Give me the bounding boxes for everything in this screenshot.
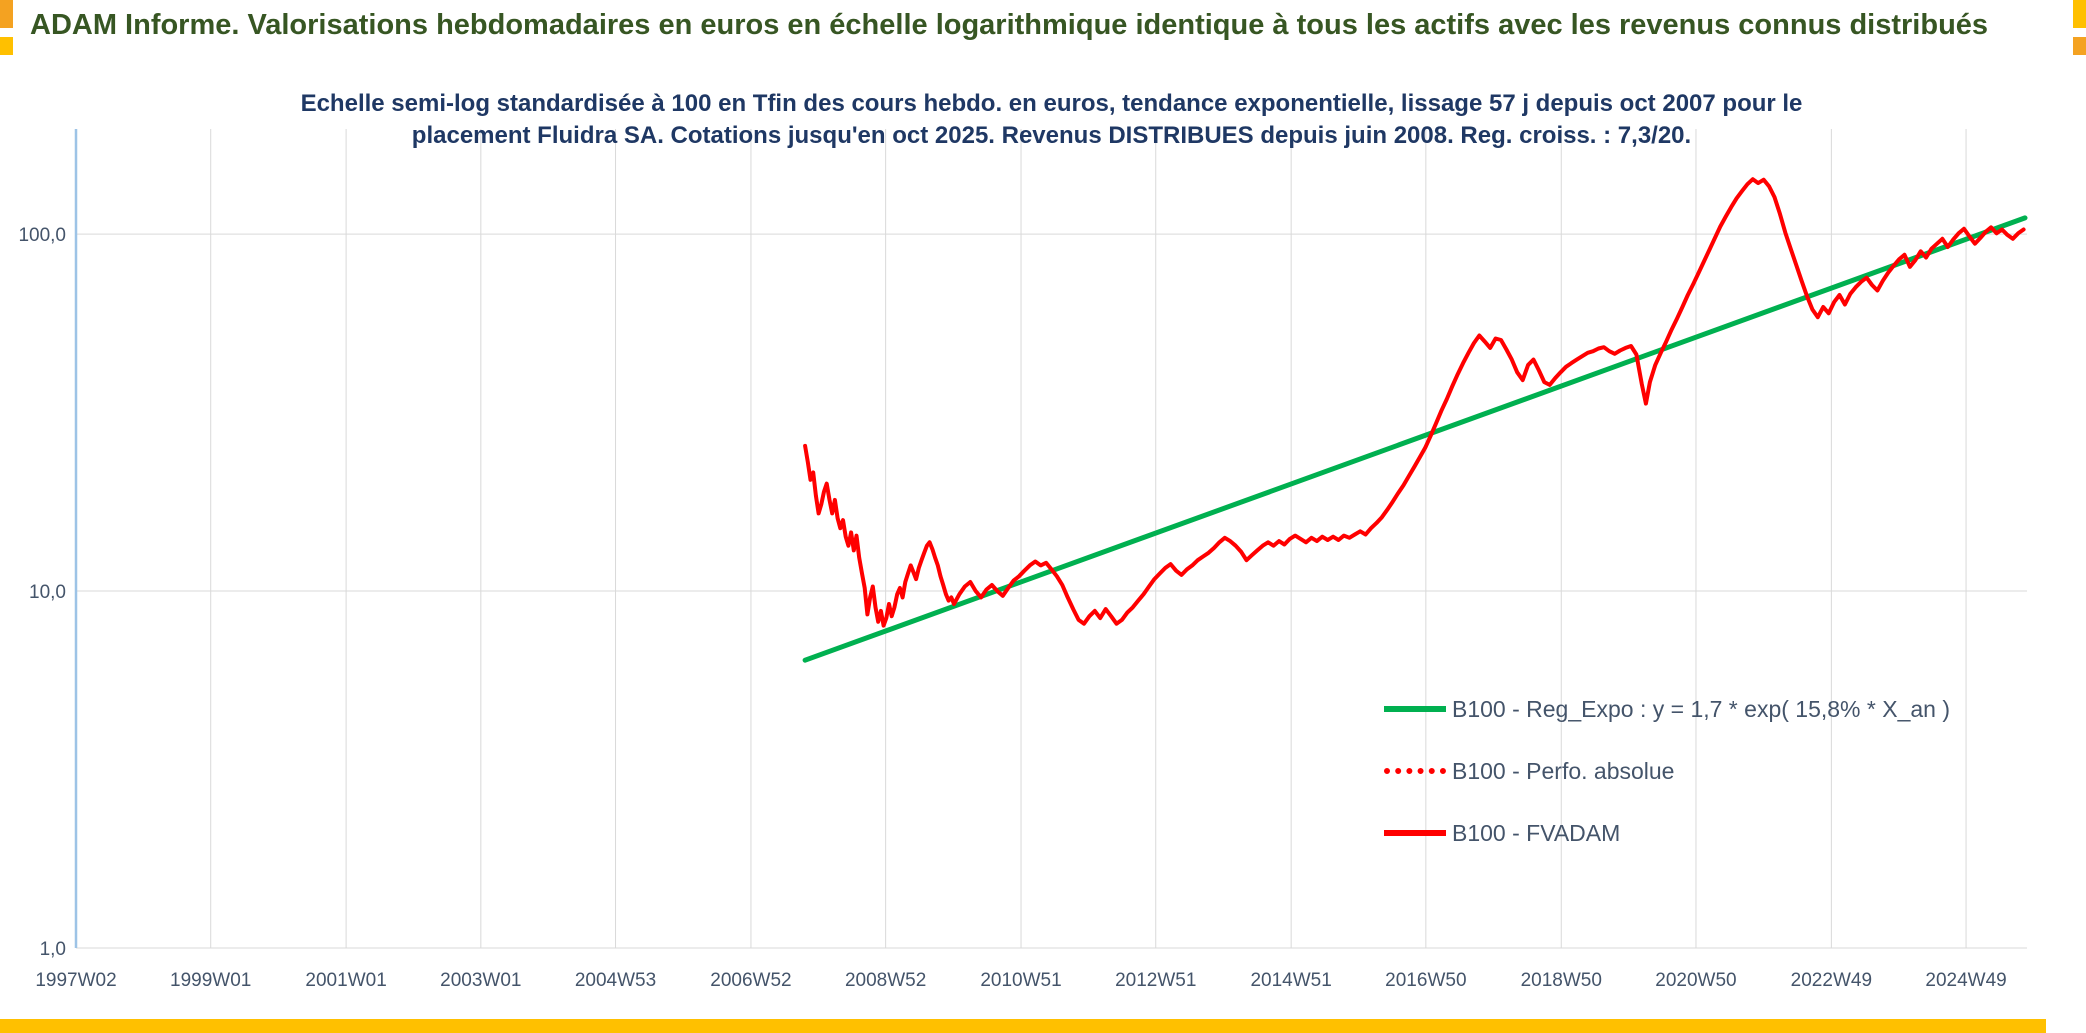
x-tick-label: 2018W50 (1521, 970, 1602, 991)
x-tick-label: 2024W49 (1925, 970, 2006, 991)
legend-label-fvadam: B100 - FVADAM (1452, 819, 1621, 846)
x-tick-label: 2006W52 (710, 970, 791, 991)
legend-item-regression: B100 - Reg_Expo : y = 1,7 * exp( 15,8% *… (1384, 678, 1950, 740)
x-tick-label: 2012W51 (1115, 970, 1196, 991)
x-tick-label: 2001W01 (305, 970, 386, 991)
legend-item-fvadam: B100 - FVADAM (1384, 802, 1950, 864)
top-right-orange-accent (2073, 37, 2086, 55)
legend-swatch-perfo-dotted-line (1384, 768, 1446, 774)
legend-swatch-regression-line (1384, 706, 1446, 712)
y-tick-label: 1,0 (40, 939, 66, 960)
legend-item-perfo-absolue: B100 - Perfo. absolue (1384, 740, 1950, 802)
y-tick-label: 10,0 (29, 582, 66, 603)
x-tick-label: 2020W50 (1655, 970, 1736, 991)
fvadam-price-series (803, 177, 2026, 628)
legend-label-regression: B100 - Reg_Expo : y = 1,7 * exp( 15,8% *… (1452, 695, 1950, 722)
header-title: ADAM Informe. Valorisations hebdomadaire… (30, 9, 1989, 41)
regression-line-series (802, 215, 2028, 663)
x-tick-label: 2008W52 (845, 970, 926, 991)
legend-swatch-fvadam-line (1384, 830, 1446, 836)
header-bar: ADAM Informe. Valorisations hebdomadaire… (0, 0, 2086, 58)
x-tick-label: 1999W01 (170, 970, 251, 991)
chart-title: Echelle semi-log standardisée à 100 en T… (76, 88, 2027, 152)
x-tick-label: 2003W01 (440, 970, 521, 991)
bottom-accent-bar (0, 1019, 2046, 1033)
legend-label-perfo-absolue: B100 - Perfo. absolue (1452, 757, 1675, 784)
top-left-orange-accent (0, 0, 13, 28)
x-tick-label: 2014W51 (1250, 970, 1331, 991)
chart-title-line2: placement Fluidra SA. Cotations jusqu'en… (411, 122, 1692, 149)
top-right-gold-accent (2073, 0, 2086, 28)
x-tick-label: 1997W02 (35, 970, 116, 991)
chart-title-line1: Echelle semi-log standardisée à 100 en T… (300, 90, 1803, 117)
x-tick-label: 2004W53 (575, 970, 656, 991)
legend: B100 - Reg_Expo : y = 1,7 * exp( 15,8% *… (1384, 678, 1950, 864)
x-tick-label: 2022W49 (1791, 970, 1872, 991)
y-tick-label: 100,0 (18, 225, 66, 246)
top-left-gold-accent (0, 37, 13, 55)
x-tick-label: 2010W51 (980, 970, 1061, 991)
x-tick-label: 2016W50 (1385, 970, 1466, 991)
